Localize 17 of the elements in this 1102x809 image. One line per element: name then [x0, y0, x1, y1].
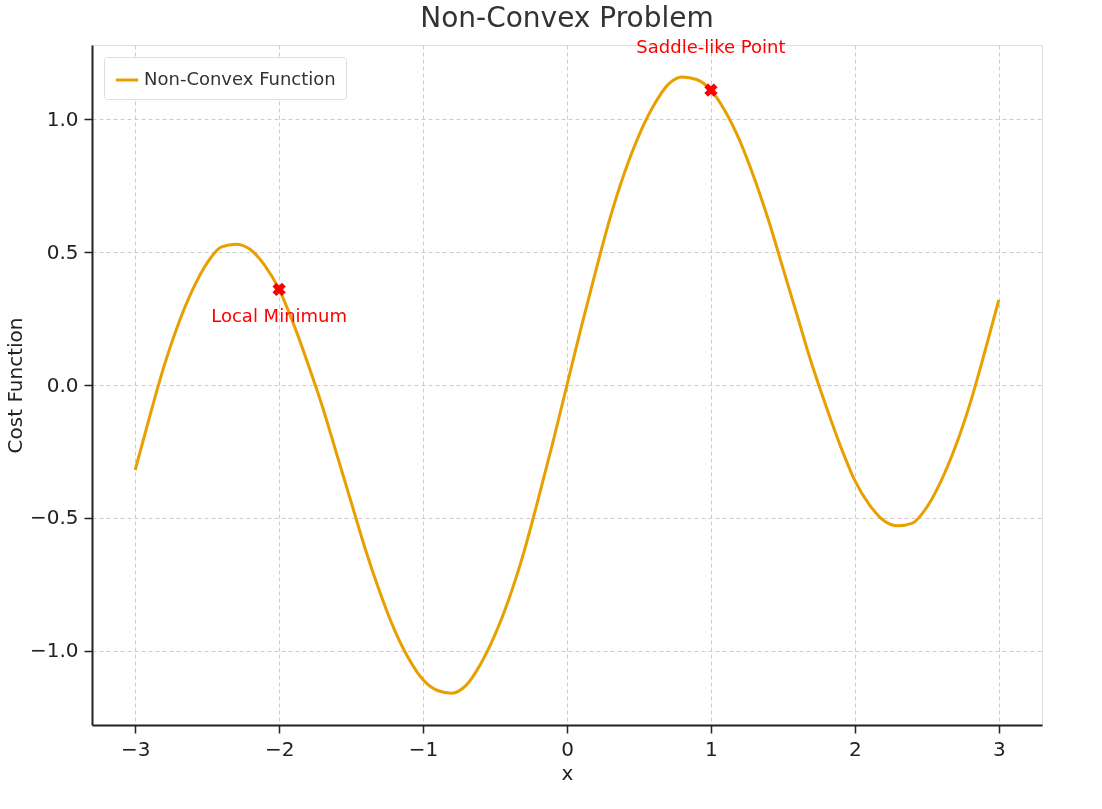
x-tick-label: −3 [120, 736, 151, 761]
x-tick-label: −2 [264, 736, 295, 761]
y-tick-label: 0.5 [46, 239, 79, 264]
y-tick-label: −0.5 [29, 505, 79, 530]
x-axis-title: x [561, 760, 574, 785]
chart-title: Non-Convex Problem [420, 1, 714, 35]
y-axis-title: Cost Function [2, 317, 27, 454]
y-tick-label: −1.0 [29, 638, 79, 663]
x-tick-label: 2 [849, 736, 862, 761]
y-tick-label: 1.0 [46, 106, 79, 131]
x-tick-label: −1 [408, 736, 439, 761]
x-tick-label: 3 [992, 736, 1006, 761]
y-tick-label: 0.0 [46, 372, 79, 397]
annotation: Saddle-like Point [636, 36, 786, 58]
x-tick-label: 0 [561, 736, 574, 761]
x-tick-label: 1 [705, 736, 718, 761]
legend-label: Non-Convex Function [144, 68, 336, 89]
